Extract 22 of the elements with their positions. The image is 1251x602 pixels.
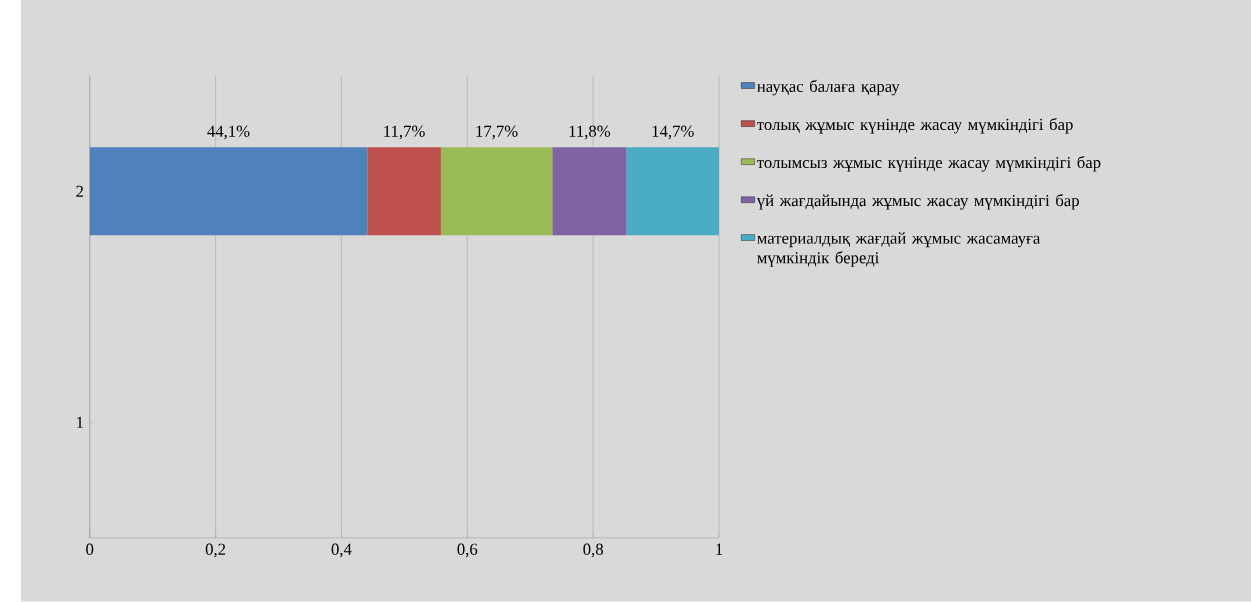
bar — [440, 147, 553, 236]
x-tick-label: 0,6 — [457, 543, 478, 558]
x-tick-label: 0,4 — [331, 543, 352, 558]
legend-label: материалдық жағдай жұмыс жасамауға мүмкіндік береді — [757, 232, 1041, 267]
bar — [552, 147, 627, 236]
bar — [626, 147, 720, 236]
legend-label: толық жұмыс күнінде жасау мүмкіндігі бар — [757, 118, 1073, 134]
x-tick-label: 0,2 — [205, 543, 226, 558]
legend-label: толымсыз жұмыс күнінде жасау мүмкіндігі бар — [757, 156, 1101, 172]
x-tick-label: 0,8 — [583, 543, 603, 558]
data-label: 17,7% — [476, 125, 518, 140]
bar — [367, 147, 441, 236]
data-label: 11,7% — [384, 125, 425, 140]
x-tick-label: 0 — [86, 543, 94, 556]
data-label: 11,8% — [569, 125, 611, 140]
data-label: 44,1% — [207, 125, 250, 140]
data-label: 14,7% — [652, 125, 694, 140]
legend-label: үй жағдайында жұмыс жасау мүмкіндігі бар — [756, 194, 1079, 210]
x-tick-label: 1 — [716, 543, 723, 555]
bar — [89, 147, 368, 236]
legend-label: науқас балаға қарау — [757, 79, 900, 96]
y-tick-label: 2 — [76, 185, 84, 197]
